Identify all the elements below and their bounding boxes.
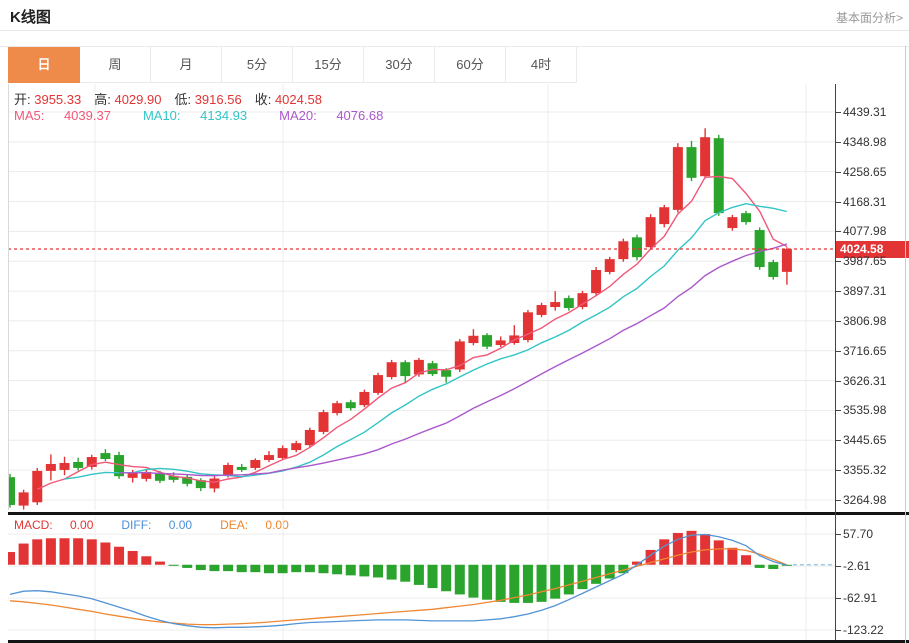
y-axis-label: 4258.65: [843, 164, 887, 179]
y-axis-label: 4439.31: [843, 104, 887, 119]
tab-30分[interactable]: 30分: [364, 47, 435, 83]
y-axis-label: 57.70: [843, 527, 874, 542]
tabbar-topline: [0, 46, 909, 47]
tab-15分[interactable]: 15分: [293, 47, 364, 83]
readout-item: MA10: 4134.93: [142, 108, 248, 123]
tab-周[interactable]: 周: [80, 47, 151, 83]
readout-item: MACD: 0.00: [14, 518, 94, 532]
ma-readout: MA5: 4039.37 MA10: 4134.93 MA20: 4076.68: [14, 108, 415, 123]
axis-tick: [836, 410, 841, 412]
readout-item: 开: 3955.33: [14, 92, 82, 107]
macd-readout: MACD: 0.00 DIFF: 0.00 DEA: 0.00: [14, 518, 317, 532]
y-axis-label: 3626.31: [843, 373, 887, 388]
tab-60分[interactable]: 60分: [435, 47, 506, 83]
chart-left-border: [8, 84, 9, 510]
y-axis-label: 3445.65: [843, 433, 887, 448]
axis-tick: [836, 470, 841, 472]
readout-item: 收: 4024.58: [254, 92, 322, 107]
readout-item: 低: 3916.56: [174, 92, 242, 107]
axis-tick: [836, 231, 841, 233]
axis-tick: [836, 201, 841, 203]
tab-日[interactable]: 日: [8, 47, 80, 83]
y-axis-label: -2.61: [843, 559, 871, 574]
axis-tick: [836, 534, 841, 536]
axis-tick: [836, 380, 841, 382]
tab-4时[interactable]: 4时: [506, 47, 577, 83]
y-axis-label: 3987.65: [843, 254, 887, 269]
tab-5分[interactable]: 5分: [222, 47, 293, 83]
readout-item: MA20: 4076.68: [279, 108, 384, 123]
axis-tick: [836, 291, 841, 293]
axis-tick: [836, 440, 841, 442]
ohlc-readout: 开: 3955.33 高: 4029.90 低: 3916.56 收: 4024.58: [14, 89, 335, 108]
axis-tick: [836, 598, 841, 600]
readout-item: MA5: 4039.37: [14, 108, 111, 123]
right-border: [905, 46, 906, 643]
axis-tick: [836, 141, 841, 143]
y-axis-label: 4077.98: [843, 224, 887, 239]
y-axis-label: 3806.98: [843, 313, 887, 328]
fundamental-analysis-link[interactable]: 基本面分析>: [835, 11, 903, 25]
axis-tick: [836, 566, 841, 568]
axis-tick: [836, 171, 841, 173]
candlestick-chart[interactable]: [8, 84, 835, 510]
y-axis-label: 3897.31: [843, 284, 887, 299]
last-price-badge: 4024.58: [836, 241, 909, 258]
y-axis-label: 3355.32: [843, 463, 887, 478]
y-axis-label: -123.22: [843, 623, 884, 638]
macd-chart[interactable]: [8, 516, 835, 640]
axis-tick: [836, 320, 841, 322]
y-axis-label: 3535.98: [843, 403, 887, 418]
axis-tick: [836, 350, 841, 352]
y-axis-label: -62.91: [843, 591, 878, 606]
page-title: K线图: [10, 9, 51, 26]
period-tabbar: 日周月 5分 15分 30分 60分 4时: [8, 47, 577, 83]
readout-item: 高: 4029.90: [94, 92, 162, 107]
y-axis-label: 3264.98: [843, 492, 887, 507]
axis-tick: [836, 630, 841, 632]
readout-item: DIFF: 0.00: [121, 518, 193, 532]
axis-tick: [836, 261, 841, 263]
tab-月[interactable]: 月: [151, 47, 222, 83]
y-axis-label: 3716.65: [843, 343, 887, 358]
y-axis-label: 4348.98: [843, 134, 887, 149]
axis-tick: [836, 499, 841, 501]
axis-tick: [836, 111, 841, 113]
bottom-border: [8, 640, 909, 643]
y-axis-label: 4168.31: [843, 194, 887, 209]
panel-divider: [8, 512, 909, 515]
header-divider: [0, 30, 909, 31]
price-axis: 4024.58 4439.31 4348.98 4258.65 4168.31 4077…: [835, 84, 909, 640]
